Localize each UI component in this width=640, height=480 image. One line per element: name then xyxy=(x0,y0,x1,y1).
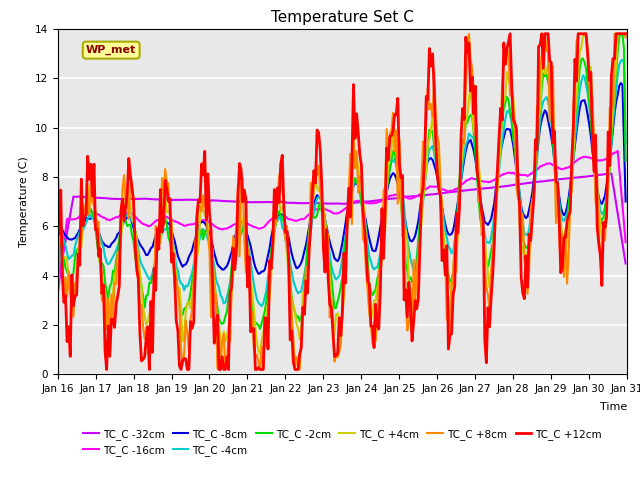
Line: TC_C +4cm: TC_C +4cm xyxy=(58,34,626,354)
Line: TC_C -8cm: TC_C -8cm xyxy=(58,83,626,283)
Text: Time: Time xyxy=(600,402,627,412)
TC_C +8cm xyxy=(304,273,312,278)
TC_C +8cm xyxy=(540,31,547,36)
TC_C +8cm xyxy=(225,333,232,338)
TC_C +4cm xyxy=(252,325,259,331)
TC_C +4cm xyxy=(223,333,231,338)
TC_C +4cm xyxy=(580,31,588,36)
TC_C -8cm xyxy=(590,160,598,166)
TC_C -32cm xyxy=(242,199,250,205)
Line: TC_C +12cm: TC_C +12cm xyxy=(58,34,626,370)
TC_C -2cm xyxy=(54,272,61,278)
TC_C -8cm xyxy=(252,264,259,270)
TC_C -2cm xyxy=(124,223,131,229)
TC_C -8cm xyxy=(622,199,630,204)
TC_C +12cm xyxy=(125,156,132,161)
TC_C +4cm xyxy=(304,273,312,279)
TC_C -4cm xyxy=(258,303,266,309)
Legend: TC_C -32cm, TC_C -16cm, TC_C -8cm, TC_C -4cm, TC_C -2cm, TC_C +4cm, TC_C +8cm, T: TC_C -32cm, TC_C -16cm, TC_C -8cm, TC_C … xyxy=(79,424,606,460)
TC_C -32cm xyxy=(54,282,61,288)
TC_C +4cm xyxy=(593,192,601,197)
Line: TC_C -16cm: TC_C -16cm xyxy=(58,151,626,294)
TC_C -2cm xyxy=(304,241,312,247)
TC_C +12cm xyxy=(54,170,61,176)
TC_C -2cm xyxy=(592,186,600,192)
TC_C +8cm xyxy=(217,367,225,372)
TC_C +12cm xyxy=(593,224,601,229)
TC_C -32cm xyxy=(607,171,615,177)
TC_C -16cm xyxy=(223,226,231,231)
TC_C -8cm xyxy=(124,215,131,220)
TC_C +8cm xyxy=(593,170,601,176)
Line: TC_C -2cm: TC_C -2cm xyxy=(58,34,626,329)
TC_C -4cm xyxy=(223,294,231,300)
TC_C -16cm xyxy=(614,148,621,154)
TC_C -4cm xyxy=(252,289,259,295)
Line: TC_C -4cm: TC_C -4cm xyxy=(58,60,626,306)
TC_C +4cm xyxy=(622,33,630,39)
Title: Temperature Set C: Temperature Set C xyxy=(271,10,414,25)
TC_C -4cm xyxy=(304,250,312,255)
TC_C -16cm xyxy=(590,156,598,162)
TC_C +12cm xyxy=(506,31,514,36)
TC_C +4cm xyxy=(256,351,264,357)
TC_C -2cm xyxy=(617,31,625,36)
TC_C -2cm xyxy=(256,326,264,332)
Line: TC_C +8cm: TC_C +8cm xyxy=(58,34,626,370)
TC_C -2cm xyxy=(252,319,259,325)
TC_C -8cm xyxy=(242,228,250,233)
TC_C +4cm xyxy=(54,280,61,286)
TC_C -16cm xyxy=(242,219,250,225)
TC_C +12cm xyxy=(225,367,232,372)
TC_C -4cm xyxy=(619,57,627,63)
TC_C -32cm xyxy=(590,173,598,179)
TC_C +8cm xyxy=(244,245,252,251)
TC_C -32cm xyxy=(223,198,231,204)
TC_C +12cm xyxy=(244,284,252,290)
TC_C -32cm xyxy=(124,196,131,202)
TC_C -16cm xyxy=(252,224,259,230)
TC_C -4cm xyxy=(622,141,630,146)
TC_C -8cm xyxy=(54,280,61,286)
TC_C +4cm xyxy=(242,220,250,226)
TC_C -4cm xyxy=(242,231,250,237)
TC_C -4cm xyxy=(124,212,131,217)
TC_C +8cm xyxy=(253,352,261,358)
TC_C -4cm xyxy=(592,167,600,172)
TC_C +12cm xyxy=(622,31,630,36)
TC_C -2cm xyxy=(622,158,630,164)
TC_C -32cm xyxy=(302,200,310,206)
TC_C -8cm xyxy=(223,263,231,269)
TC_C +4cm xyxy=(124,204,131,209)
Line: TC_C -32cm: TC_C -32cm xyxy=(58,174,626,285)
Text: WP_met: WP_met xyxy=(86,45,136,55)
TC_C -16cm xyxy=(302,214,310,220)
Y-axis label: Temperature (C): Temperature (C) xyxy=(19,156,29,247)
TC_C +12cm xyxy=(253,367,261,372)
TC_C +8cm xyxy=(124,188,131,193)
TC_C -32cm xyxy=(622,261,630,266)
TC_C -4cm xyxy=(54,297,61,303)
TC_C +12cm xyxy=(304,290,312,296)
TC_C +12cm xyxy=(103,367,111,372)
TC_C +8cm xyxy=(622,35,630,40)
TC_C -8cm xyxy=(302,242,310,248)
TC_C -32cm xyxy=(252,199,259,205)
TC_C -16cm xyxy=(54,291,61,297)
TC_C -16cm xyxy=(124,211,131,216)
TC_C -8cm xyxy=(617,80,625,86)
TC_C +8cm xyxy=(54,200,61,205)
TC_C -2cm xyxy=(242,239,250,244)
TC_C -16cm xyxy=(622,240,630,245)
TC_C -2cm xyxy=(223,309,231,315)
